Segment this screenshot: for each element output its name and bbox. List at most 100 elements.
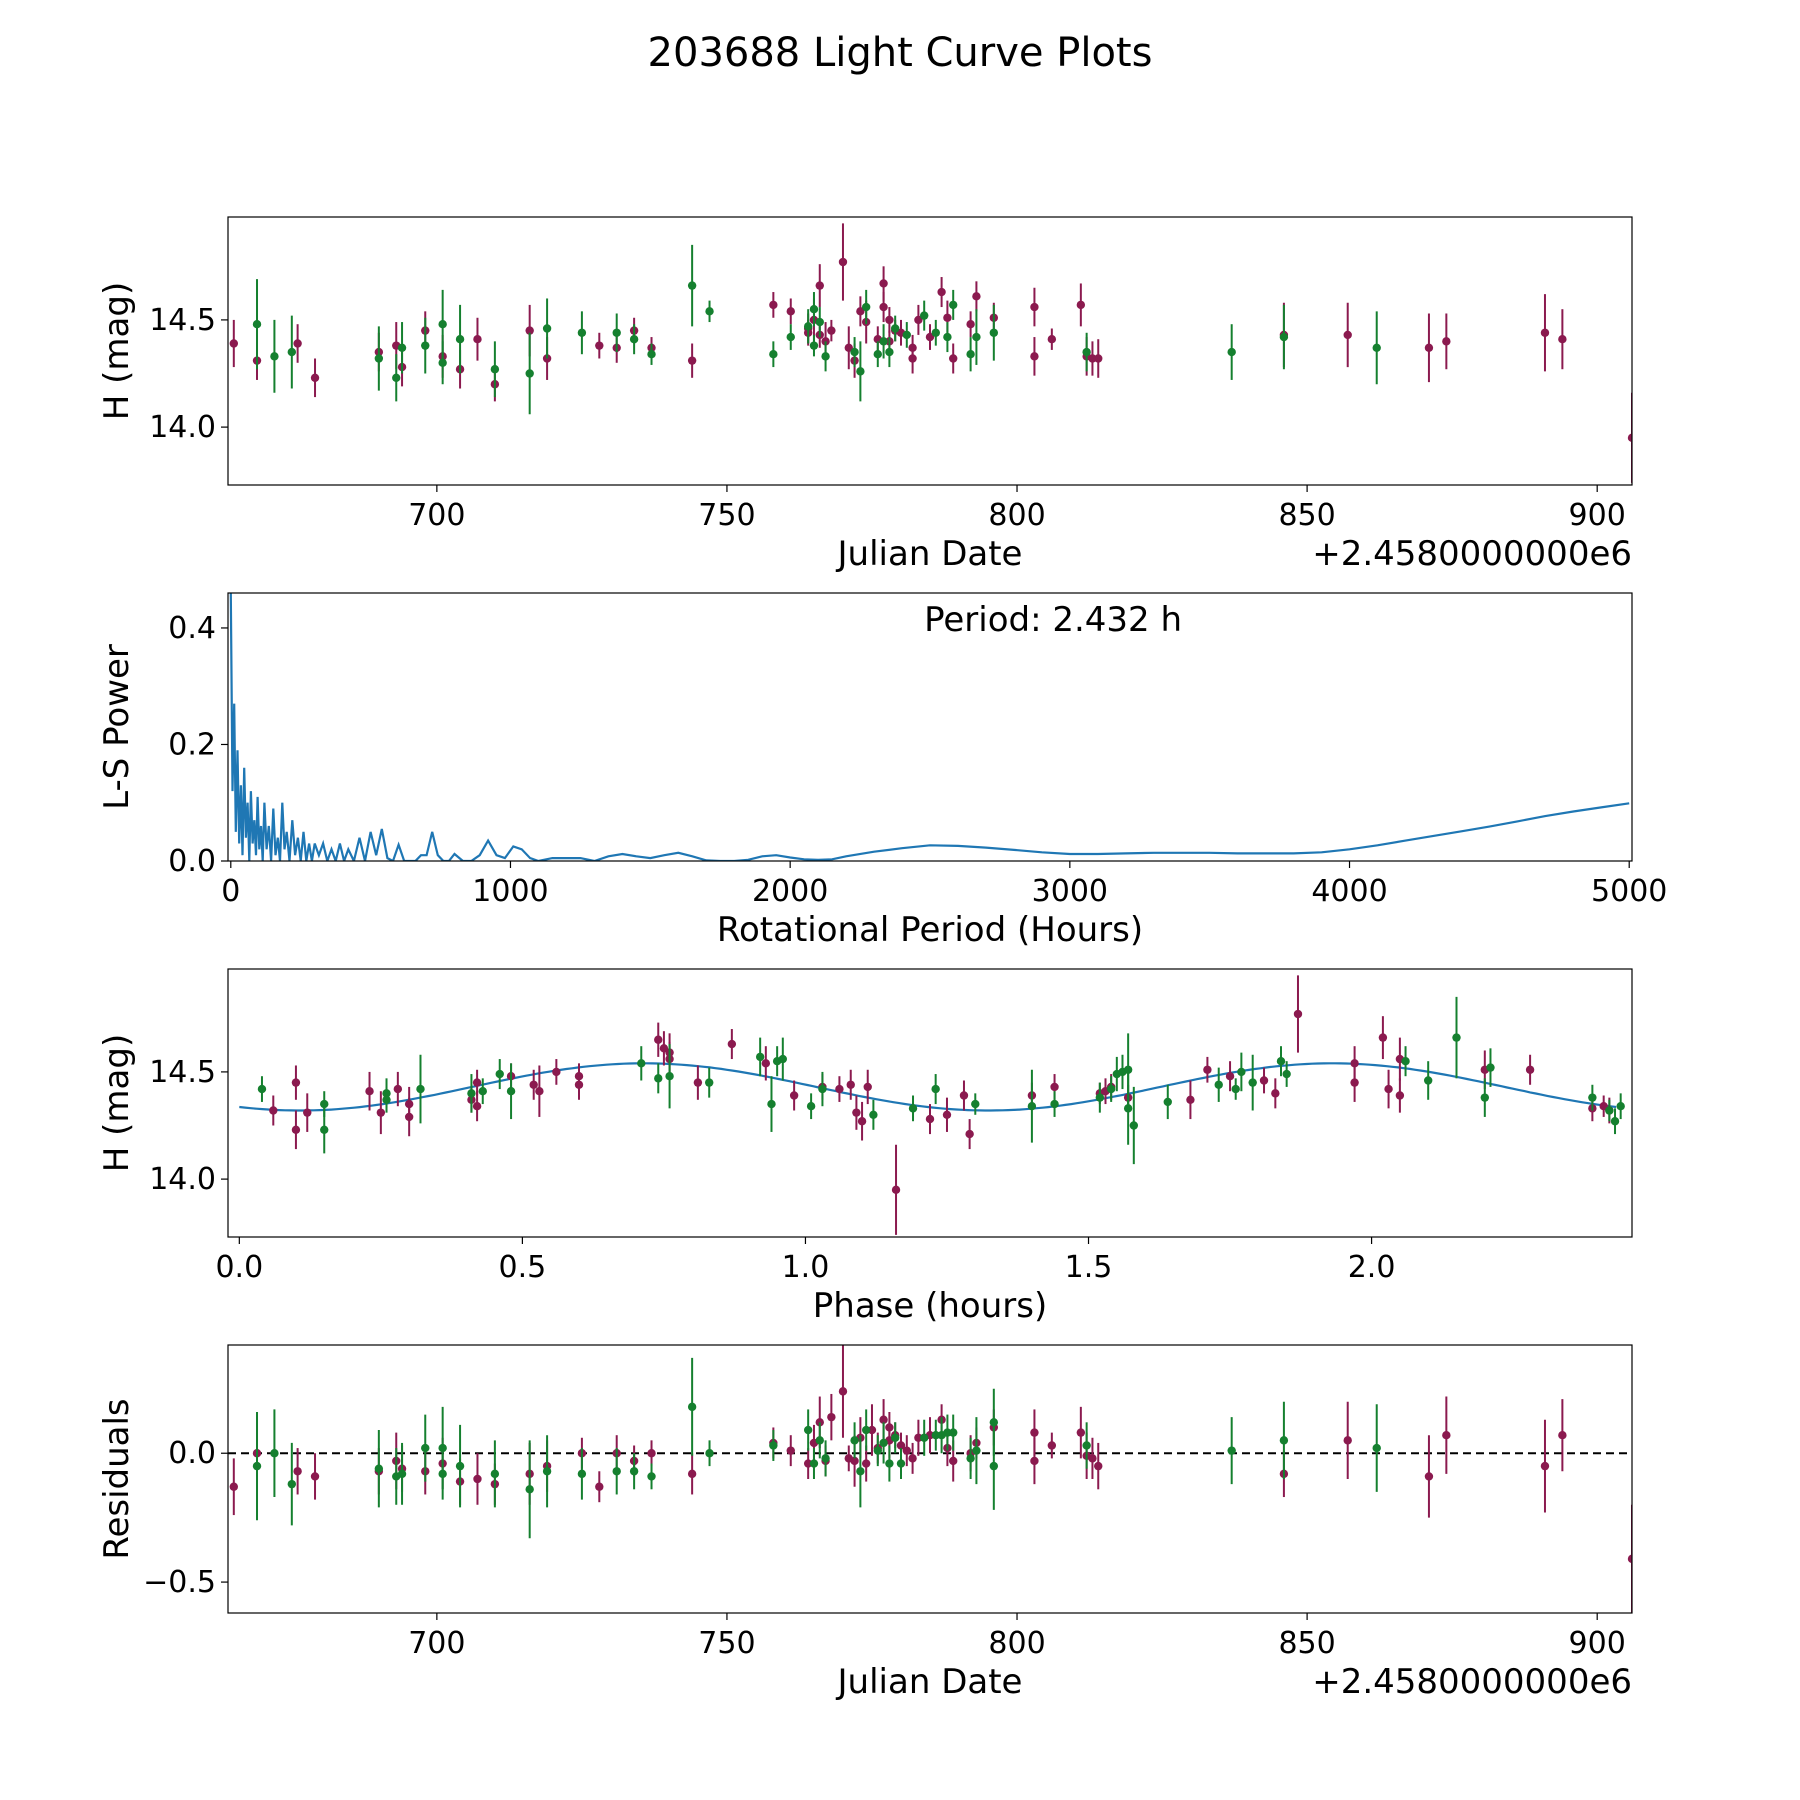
- data-point: [1452, 1033, 1461, 1042]
- figure-title: 203688 Light Curve Plots: [648, 30, 1153, 76]
- data-point: [1480, 1093, 1490, 1102]
- data-point: [769, 1441, 778, 1450]
- data-point: [803, 1459, 813, 1468]
- data-point: [1395, 1091, 1405, 1100]
- residuals-offset-label: +2.4580000000e6: [1312, 1662, 1632, 1702]
- data-point: [495, 1069, 504, 1079]
- data-point: [902, 330, 911, 340]
- data-point: [393, 1084, 403, 1094]
- data-point: [595, 341, 604, 350]
- y-tick-label: 0.2: [168, 727, 216, 762]
- data-point: [949, 354, 958, 363]
- data-point: [821, 352, 830, 361]
- data-point: [989, 328, 999, 337]
- data-point: [472, 1102, 482, 1111]
- data-point: [972, 1446, 981, 1455]
- data-point: [1076, 1428, 1086, 1437]
- lightcurve-plot-area: [229, 223, 1632, 483]
- data-point: [374, 1464, 384, 1473]
- data-point: [1082, 1441, 1091, 1450]
- data-point: [949, 300, 958, 310]
- data-point: [949, 1428, 958, 1437]
- data-point: [972, 332, 981, 342]
- data-point: [1442, 1430, 1451, 1440]
- data-point: [287, 1479, 297, 1489]
- data-point: [525, 369, 534, 378]
- data-point: [1401, 1056, 1410, 1066]
- data-point: [1227, 347, 1236, 357]
- y-tick-label: 0.4: [168, 611, 216, 646]
- data-point: [229, 1482, 239, 1491]
- data-point: [879, 1438, 888, 1448]
- data-point: [931, 328, 941, 337]
- data-point: [827, 1412, 836, 1422]
- data-point: [959, 1091, 969, 1100]
- data-point: [803, 1425, 813, 1435]
- data-point: [908, 1104, 918, 1113]
- data-point: [303, 1108, 312, 1117]
- y-tick-label: −0.5: [143, 1565, 216, 1600]
- data-point: [778, 1054, 788, 1064]
- data-point: [455, 335, 465, 344]
- residuals-y-axis-label: Residuals: [97, 1398, 137, 1559]
- data-point: [687, 281, 697, 290]
- data-point: [879, 302, 888, 312]
- data-point: [1076, 300, 1086, 310]
- data-point: [1293, 1009, 1303, 1019]
- data-point: [806, 1102, 816, 1111]
- data-point: [761, 1059, 771, 1068]
- data-point: [1050, 1099, 1059, 1109]
- data-point: [786, 1446, 795, 1455]
- data-point: [1627, 433, 1632, 443]
- data-point: [1442, 337, 1451, 346]
- data-point: [320, 1099, 329, 1109]
- data-point: [629, 1467, 639, 1476]
- x-tick-label: 850: [1278, 1626, 1335, 1661]
- periodogram-y-axis-label: L-S Power: [97, 644, 137, 810]
- x-tick-label: 800: [988, 498, 1045, 533]
- lightcurve-y-axis-label: H (mag): [97, 282, 137, 420]
- periodogram-x-axis-label: Rotational Period (Hours): [717, 910, 1143, 950]
- y-tick-label: 14.5: [149, 1055, 216, 1090]
- data-point: [647, 1472, 656, 1481]
- data-point: [252, 1461, 262, 1471]
- residuals-x-axis-label: Julian Date: [836, 1662, 1023, 1702]
- data-point: [542, 324, 552, 333]
- data-point: [844, 343, 853, 352]
- x-tick-label: 1000: [472, 874, 548, 909]
- periodogram-period-annotation: Period: 2.432 h: [924, 600, 1182, 640]
- data-point: [687, 356, 697, 365]
- data-point: [320, 1125, 329, 1135]
- data-point: [252, 320, 262, 329]
- data-point: [943, 313, 952, 322]
- lightcurve-panel: 700 750 800 850 900 14.0 14.5 Julian Date +2.458…: [97, 216, 1633, 574]
- data-point: [1558, 1430, 1567, 1440]
- data-point: [665, 1072, 674, 1081]
- residuals-panel: 700 750 800 850 900 0.0 −0.5 Julian Date +2.4580…: [97, 1344, 1633, 1702]
- data-point: [890, 324, 900, 333]
- data-point: [310, 373, 320, 382]
- data-point: [1282, 1069, 1291, 1079]
- data-point: [374, 354, 384, 363]
- data-point: [1225, 1072, 1235, 1081]
- data-point: [1279, 1436, 1289, 1445]
- data-point: [786, 332, 795, 342]
- data-point: [291, 1125, 301, 1135]
- x-tick-label: 5000: [1591, 874, 1667, 909]
- data-point: [382, 1095, 391, 1104]
- data-point: [473, 335, 482, 344]
- data-point: [1030, 1428, 1039, 1437]
- data-point: [257, 1084, 267, 1094]
- data-point: [896, 1441, 906, 1450]
- data-point: [291, 1078, 301, 1087]
- data-point: [687, 1469, 697, 1479]
- data-point: [1047, 1441, 1057, 1450]
- data-point: [1588, 1093, 1597, 1102]
- data-point: [885, 347, 894, 357]
- data-point: [896, 1459, 906, 1468]
- data-point: [727, 1039, 737, 1049]
- data-point: [637, 1059, 646, 1068]
- data-point: [1186, 1095, 1195, 1104]
- data-point: [1227, 1446, 1236, 1455]
- periodogram-panel: 0 1000 2000 3000 4000 5000 0.0 0.2 0.4 Rotational…: [97, 592, 1667, 950]
